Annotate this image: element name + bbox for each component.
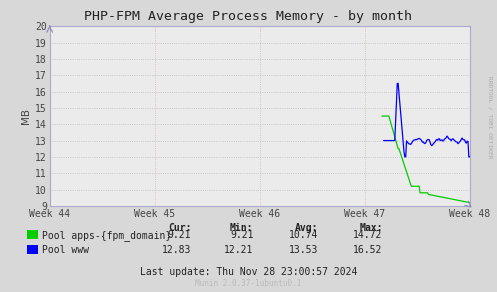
Text: PHP-FPM Average Process Memory - by month: PHP-FPM Average Process Memory - by mont…	[84, 10, 413, 23]
Text: 12.83: 12.83	[162, 245, 191, 255]
Y-axis label: MB: MB	[21, 108, 31, 124]
Text: 10.74: 10.74	[289, 230, 318, 240]
Text: RRDTOOL / TOBI OETIKER: RRDTOOL / TOBI OETIKER	[487, 76, 492, 158]
Text: Pool apps-{fpm_domain}: Pool apps-{fpm_domain}	[42, 230, 171, 241]
Text: 12.21: 12.21	[224, 245, 253, 255]
Text: Munin 2.0.37-1ubuntu0.1: Munin 2.0.37-1ubuntu0.1	[195, 279, 302, 288]
Text: Pool www: Pool www	[42, 245, 89, 255]
Text: Avg:: Avg:	[295, 223, 318, 232]
Text: 13.53: 13.53	[289, 245, 318, 255]
Text: Min:: Min:	[230, 223, 253, 232]
Text: Max:: Max:	[359, 223, 383, 232]
Text: 9.21: 9.21	[168, 230, 191, 240]
Text: 16.52: 16.52	[353, 245, 383, 255]
Text: Last update: Thu Nov 28 23:00:57 2024: Last update: Thu Nov 28 23:00:57 2024	[140, 267, 357, 277]
Text: Cur:: Cur:	[168, 223, 191, 232]
Text: 9.21: 9.21	[230, 230, 253, 240]
Text: 14.72: 14.72	[353, 230, 383, 240]
